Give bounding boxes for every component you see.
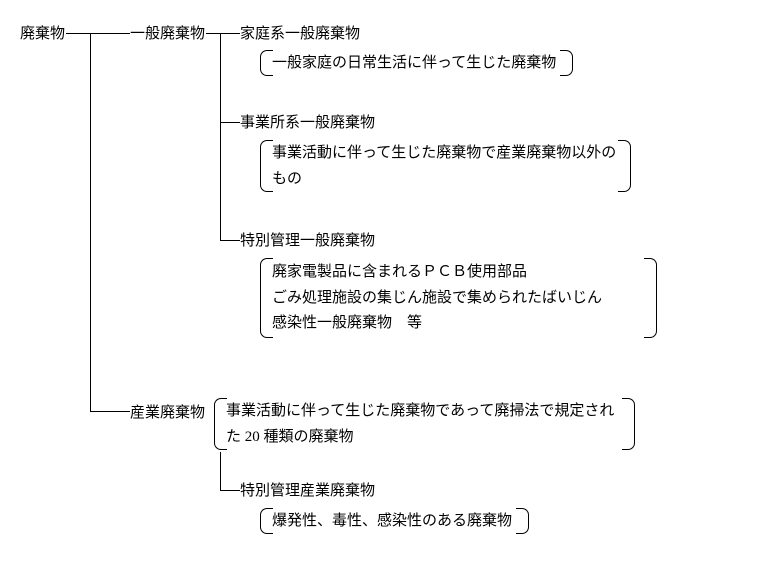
- bracket-right: [522, 508, 529, 534]
- bracket-left: [260, 258, 267, 338]
- node-special-general-waste: 特別管理一般廃棄物: [240, 230, 375, 253]
- node-general-waste: 一般廃棄物: [130, 23, 205, 46]
- bracket-right: [628, 398, 635, 450]
- connector: [220, 490, 240, 491]
- connector: [66, 33, 90, 34]
- connector: [90, 33, 130, 34]
- bracket-right: [566, 50, 573, 76]
- connector: [220, 122, 240, 123]
- desc-industrial-waste: 事業活動に伴って生じた廃棄物であって廃掃法で規定された 20 種類の廃棄物: [226, 399, 626, 450]
- connector: [90, 411, 130, 412]
- bracket-left: [260, 140, 267, 192]
- node-household-waste: 家庭系一般廃棄物: [240, 23, 360, 46]
- node-business-general-waste: 事業所系一般廃棄物: [240, 112, 375, 135]
- node-special-industrial-waste: 特別管理産業廃棄物: [240, 480, 375, 503]
- desc-special-industrial-waste: 爆発性、毒性、感染性のある廃棄物: [272, 509, 532, 535]
- desc-special-general-waste: 廃家電製品に含まれるＰＣＢ使用部品 ごみ処理施設の集じん施設で集められたばいじん…: [272, 260, 652, 337]
- bracket-right: [624, 140, 631, 192]
- connector: [220, 452, 221, 490]
- connector: [220, 33, 221, 240]
- connector: [220, 240, 240, 241]
- connector: [206, 33, 220, 34]
- node-industrial-waste: 産業廃棄物: [130, 402, 205, 425]
- bracket-left: [260, 508, 267, 534]
- connector: [220, 33, 240, 34]
- bracket-right: [650, 258, 657, 338]
- bracket-left: [214, 398, 221, 450]
- desc-household-waste: 一般家庭の日常生活に伴って生じた廃棄物: [272, 51, 572, 77]
- connector: [90, 33, 91, 412]
- node-root: 廃棄物: [20, 23, 65, 46]
- desc-business-general-waste: 事業活動に伴って生じた廃棄物で産業廃棄物以外のもの: [272, 141, 622, 192]
- bracket-left: [260, 50, 267, 76]
